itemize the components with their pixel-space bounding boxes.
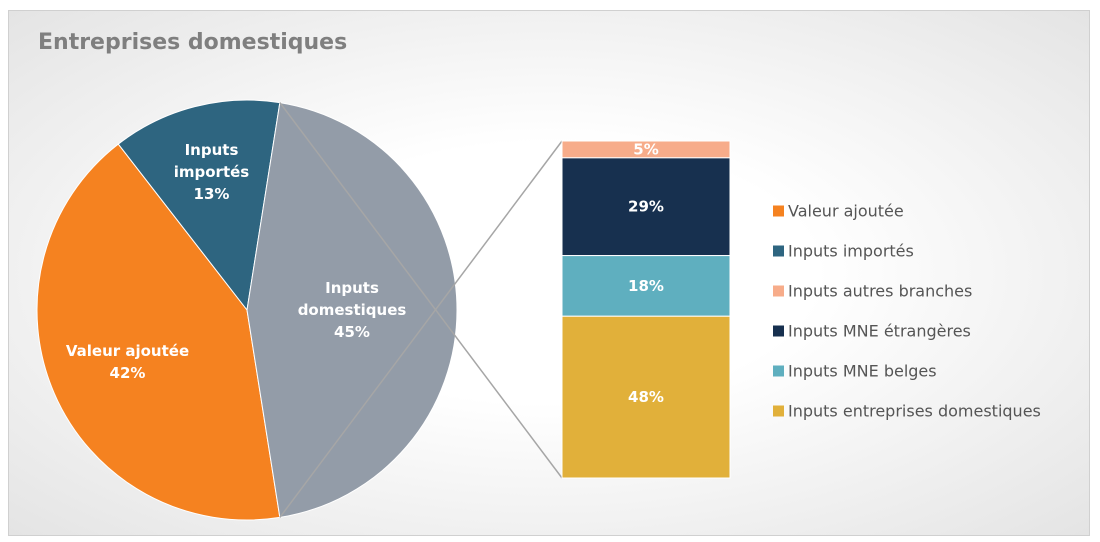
legend-entry: Inputs autres branches bbox=[773, 282, 972, 301]
pie-slice bbox=[36, 143, 281, 521]
legend-swatch bbox=[773, 325, 784, 337]
data-label: 29% bbox=[628, 198, 664, 216]
legend-label: Inputs MNE étrangères bbox=[788, 321, 971, 341]
legend-label: Valeur ajoutée bbox=[788, 201, 904, 221]
data-label-value: 42% bbox=[109, 363, 146, 382]
connector bbox=[279, 102, 563, 479]
data-label: Inputs importés 13% bbox=[171, 139, 251, 205]
legend-entry: Valeur ajoutée bbox=[773, 202, 904, 221]
data-label-value: 45% bbox=[334, 323, 370, 341]
data-label-name: Inputs domestiques bbox=[297, 279, 407, 319]
data-label: 5% bbox=[633, 140, 658, 158]
legend-swatch bbox=[773, 285, 784, 297]
chart-title: Entreprises domestiques bbox=[38, 30, 348, 55]
legend-swatch bbox=[773, 405, 784, 417]
pie-slice bbox=[246, 102, 458, 518]
connector bbox=[279, 140, 563, 518]
data-label-name: Inputs importés bbox=[173, 140, 250, 181]
data-label: Valeur ajoutée 42% bbox=[43, 340, 213, 384]
data-label-value: 13% bbox=[193, 184, 230, 203]
bar-segment bbox=[561, 157, 731, 257]
legend-entry: Inputs MNE étrangères bbox=[773, 322, 971, 341]
data-label: 48% bbox=[628, 388, 664, 406]
pie-slice bbox=[117, 99, 281, 312]
legend-entry: Inputs MNE belges bbox=[773, 362, 937, 381]
legend-swatch bbox=[773, 365, 784, 377]
legend-label: Inputs entreprises domestiques bbox=[788, 401, 1041, 421]
legend-label: Inputs MNE belges bbox=[788, 361, 937, 381]
bar-segment bbox=[561, 255, 731, 317]
legend-label: Inputs autres branches bbox=[788, 281, 973, 301]
legend-label: Inputs importés bbox=[788, 241, 914, 261]
bar-segment bbox=[561, 315, 731, 479]
legend-swatch bbox=[773, 205, 784, 217]
legend-swatch bbox=[773, 245, 784, 257]
legend-entry: Inputs importés bbox=[773, 242, 914, 261]
data-label: 18% bbox=[628, 277, 664, 295]
data-label-name: Valeur ajoutée bbox=[65, 341, 190, 360]
legend-entry: Inputs entreprises domestiques bbox=[773, 402, 1041, 421]
data-label: Inputs domestiques 45% bbox=[297, 277, 407, 343]
